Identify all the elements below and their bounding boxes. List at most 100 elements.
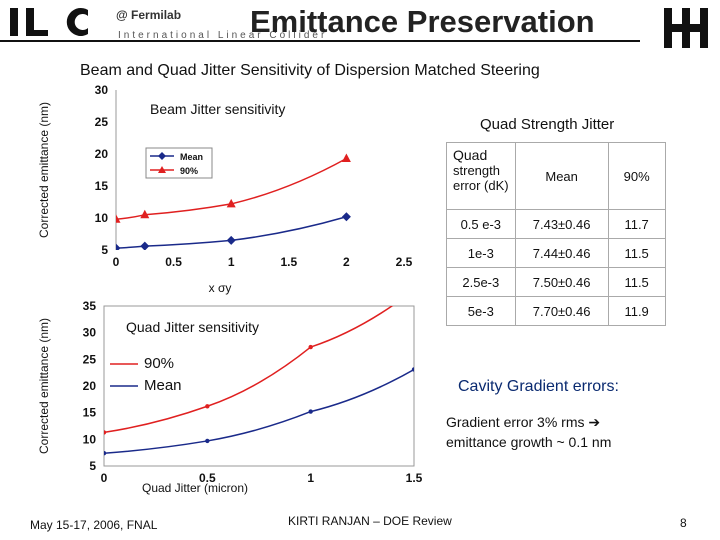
page-number: 8 (680, 516, 687, 530)
series-line-90pct (116, 157, 347, 221)
table-row: 1e-3 7.44±0.46 11.5 (446, 238, 666, 268)
chart-title: Quad Jitter sensitivity (126, 319, 259, 335)
y-tick-label: 15 (95, 179, 109, 193)
x-tick-label: 0 (101, 471, 108, 485)
y-axis-title: Corrected emittance (nm) (37, 318, 51, 454)
footer-author: KIRTI RANJAN – DOE Review (288, 514, 452, 528)
footer-date: May 15-17, 2006, FNAL (30, 518, 158, 532)
x-tick-label: 0.5 (165, 255, 182, 269)
series-line-mean (116, 215, 347, 249)
y-tick-label: 10 (95, 211, 109, 225)
legend-marker (158, 152, 166, 160)
x-tick-label: 0 (113, 255, 120, 269)
org-label: @ Fermilab (116, 8, 182, 22)
fermilab-logo-icon (664, 8, 708, 48)
y-tick-label: 35 (83, 299, 97, 313)
x-tick-label: 2.5 (396, 255, 413, 269)
cell-mean: 7.44±0.46 (514, 238, 609, 268)
data-point (116, 243, 121, 250)
cell-error: 2.5e-3 (446, 267, 516, 297)
chart-title: Beam Jitter sensitivity (150, 101, 285, 117)
legend-marker (158, 166, 166, 173)
y-tick-label: 10 (83, 432, 97, 446)
table-header-row: Quad strength error (dK) Mean 90% (446, 142, 666, 210)
x-axis-title: x σy (209, 281, 232, 295)
cell-mean: 7.70±0.46 (514, 296, 609, 326)
arrow-right-icon: ➔ (588, 414, 601, 430)
y-tick-label: 25 (95, 115, 109, 129)
cell-90: 11.9 (607, 296, 666, 326)
y-tick-label: 5 (89, 459, 96, 473)
data-point (308, 409, 313, 414)
y-tick-label: 5 (101, 243, 108, 257)
ilc-logo-graphic (10, 8, 88, 36)
data-point (205, 404, 210, 409)
page-title: Emittance Preservation (250, 4, 595, 39)
table-row: 0.5 e-3 7.43±0.46 11.7 (446, 209, 666, 239)
data-point (226, 198, 236, 208)
cell-mean: 7.50±0.46 (514, 267, 609, 297)
y-tick-label: 30 (95, 83, 109, 97)
cell-error: 5e-3 (446, 296, 516, 326)
data-point (308, 344, 313, 350)
legend-label: Mean (144, 377, 182, 394)
series-line-mean (104, 368, 414, 454)
data-point (116, 214, 121, 223)
cell-90: 11.7 (607, 209, 666, 239)
plot-frame (103, 305, 415, 467)
x-tick-label: 1.5 (406, 471, 423, 485)
ilc-logo (8, 4, 118, 45)
x-tick-label: 1 (228, 255, 235, 269)
data-point (226, 235, 236, 245)
beam-jitter-plot: 0 0.5 1 1.5 2 2.5 5 10 15 20 25 30 x σy Corrected emi… (37, 83, 413, 295)
cell-mean: 7.43±0.46 (514, 209, 609, 239)
data-point (341, 212, 351, 222)
legend-box (145, 147, 213, 179)
y-tick-label: 30 (83, 326, 97, 340)
header-90: 90% (607, 142, 666, 210)
page-subtitle: Beam and Quad Jitter Sensitivity of Disp… (80, 62, 540, 79)
cell-90: 11.5 (607, 238, 666, 268)
cell-error: 0.5 e-3 (446, 209, 516, 239)
x-tick-label: 0.5 (199, 471, 216, 485)
cell-90: 11.5 (607, 267, 666, 297)
header-quad-error: Quad strength error (dK) (446, 142, 516, 210)
gradient-error-text: Gradient error 3% rms (446, 414, 585, 430)
y-tick-label: 15 (83, 406, 97, 420)
quad-strength-table: Quad strength error (dK) Mean 90% 0.5 e-… (446, 142, 666, 326)
data-point (140, 209, 150, 219)
table-row: 5e-3 7.70±0.46 11.9 (446, 296, 666, 326)
logo-subtext: International Linear Collider (118, 30, 328, 41)
legend-label: Mean (180, 152, 203, 162)
header-divider (0, 40, 640, 42)
table-row: 2.5e-3 7.50±0.46 11.5 (446, 267, 666, 297)
y-tick-label: 25 (83, 352, 97, 366)
quad-jitter-chart: 0 0.5 1 1.5 5 10 15 20 25 30 35 Quad Jitter (micron… (37, 299, 423, 495)
data-point (205, 438, 210, 444)
quad-jitter-plot: 0 0.5 1 1.5 5 10 15 20 25 30 35 Quad Jitter (micron… (37, 299, 423, 495)
data-point (411, 367, 414, 372)
legend-label: 90% (180, 166, 198, 176)
data-point (140, 241, 150, 250)
data-point (104, 430, 107, 435)
cell-error: 1e-3 (446, 238, 516, 268)
header-quad-line1: Quad (453, 147, 488, 163)
data-point (104, 451, 107, 456)
table-title: Quad Strength Jitter (480, 116, 615, 133)
header-mean: Mean (514, 142, 609, 210)
beam-jitter-chart: 0 0.5 1 1.5 2 2.5 5 10 15 20 25 30 x σy Corrected emi… (37, 83, 413, 295)
header-quad-line2: strength (453, 163, 500, 178)
legend-label: 90% (144, 355, 174, 372)
x-tick-label: 1 (307, 471, 314, 485)
y-tick-label: 20 (95, 147, 109, 161)
y-tick-label: 20 (83, 379, 97, 393)
gradient-error-line: Gradient error 3% rms ➔ (446, 414, 600, 431)
header-quad-line3: error (dK) (453, 178, 509, 193)
x-tick-label: 2 (343, 255, 350, 269)
y-axis-title: Corrected emittance (nm) (37, 102, 51, 238)
data-point (341, 153, 351, 162)
x-axis-title: Quad Jitter (micron) (142, 481, 248, 495)
series-group (116, 153, 351, 250)
series-line-90pct (104, 306, 394, 434)
x-tick-label: 1.5 (280, 255, 297, 269)
